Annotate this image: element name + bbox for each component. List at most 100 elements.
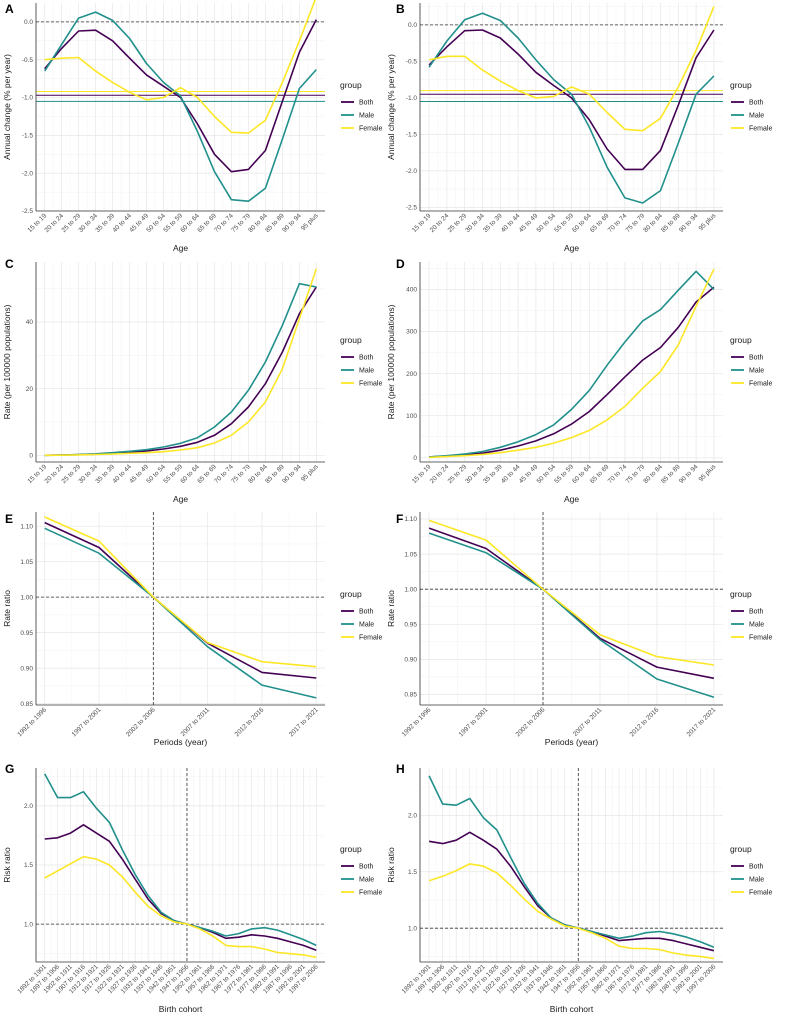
y-tick-label: -2.0 <box>22 170 34 177</box>
legend-title: group <box>340 844 362 854</box>
y-tick-label: 1.00 <box>20 594 33 601</box>
y-axis-title: Rate (per 100000 populations) <box>386 304 396 419</box>
legend: group Both Male Female <box>340 844 382 897</box>
y-tick-label: -1.5 <box>22 133 34 140</box>
x-axis-title: Birth cohort <box>159 1004 203 1014</box>
y-tick-label: -1.0 <box>406 95 418 102</box>
y-tick-label: -0.5 <box>406 59 418 66</box>
legend-title: group <box>340 335 362 345</box>
legend-label-female: Female <box>359 890 382 897</box>
x-axis-title: Age <box>173 243 188 253</box>
x-axis-title: Age <box>564 494 579 504</box>
legend-label-female: Female <box>749 381 772 388</box>
y-tick-label: 20 <box>26 386 34 393</box>
legend-label-male: Male <box>749 113 764 120</box>
series-line-female <box>428 6 715 132</box>
legend-label-male: Male <box>359 368 374 375</box>
x-axis-title: Periods (year) <box>154 737 208 747</box>
series-line-female <box>429 268 715 459</box>
x-tick-label: 90 to 94 <box>281 212 303 234</box>
panel-label: D <box>396 257 405 271</box>
legend-label-male: Male <box>359 622 374 629</box>
x-tick-label: 1992 to 1996 <box>401 706 433 738</box>
series-line-male <box>428 12 715 204</box>
y-tick-label: 2.0 <box>24 803 33 810</box>
y-tick-label: 1.00 <box>404 586 417 593</box>
legend-label-both: Both <box>749 609 764 616</box>
x-tick-label: 90 to 94 <box>281 463 303 485</box>
y-tick-label: 1.0 <box>24 921 33 928</box>
y-axis-title: Rate ratio <box>2 590 12 627</box>
panel-label: E <box>5 512 13 526</box>
y-tick-label: 200 <box>406 371 417 378</box>
x-tick-label: 2007 to 2011 <box>180 706 212 738</box>
x-tick-label: 2002 to 2006 <box>515 706 547 738</box>
x-tick-label: 2012 to 2016 <box>629 706 661 738</box>
legend-label-both: Both <box>359 609 374 616</box>
legend-label-both: Both <box>359 864 374 871</box>
x-tick-label: 95 plus <box>698 463 718 483</box>
y-tick-label: 0.90 <box>404 657 417 664</box>
y-axis-title: Risk ratio <box>2 847 12 883</box>
series-line-male <box>428 532 715 699</box>
y-tick-label: -2.5 <box>22 208 34 215</box>
y-tick-label: 100 <box>406 413 417 420</box>
legend: group Both Male Female <box>730 80 772 133</box>
legend-title: group <box>730 335 752 345</box>
series-line-male <box>44 11 317 202</box>
legend: group Both Male Female <box>730 335 772 388</box>
y-axis-title: Risk ratio <box>386 847 396 883</box>
legend-label-male: Male <box>749 622 764 629</box>
legend-label-both: Both <box>749 864 764 871</box>
panel-e: 0.85 0.90 0.95 1.00 1.05 1.10 1992 to 1996 1997… <box>2 512 382 747</box>
x-tick-label: 95 plus <box>300 463 320 483</box>
y-tick-label: 1.10 <box>404 516 417 523</box>
y-tick-label: 0.85 <box>404 692 417 699</box>
series-line-female <box>44 0 316 134</box>
legend-label-female: Female <box>749 890 772 897</box>
legend: group Both Male Female <box>730 589 772 642</box>
y-axis-title: Rate ratio <box>386 590 396 627</box>
y-tick-label: -1.5 <box>406 132 418 139</box>
series-line-both <box>428 29 715 171</box>
y-tick-label: -1.0 <box>22 95 34 102</box>
series-line-both <box>429 286 715 458</box>
y-tick-label: 0.0 <box>408 22 417 29</box>
y-tick-label: -0.5 <box>22 57 34 64</box>
x-tick-label: 90 to 94 <box>678 212 700 234</box>
x-tick-label: 1992 to 1996 <box>16 706 48 738</box>
x-tick-label: 2017 to 2021 <box>686 706 718 738</box>
y-axis-title: Rate (per 100000 populations) <box>2 304 12 419</box>
series-line-female <box>428 863 715 960</box>
x-axis-title: Age <box>173 494 188 504</box>
panel-label: G <box>5 762 14 776</box>
legend-label-male: Male <box>749 368 764 375</box>
legend-title: group <box>730 589 752 599</box>
series-line-female <box>44 516 317 668</box>
legend: group Both Male Female <box>340 335 382 388</box>
y-tick-label: 0.95 <box>20 630 33 637</box>
y-tick-label: 1.0 <box>408 925 417 932</box>
y-tick-label: 0.85 <box>20 701 33 708</box>
y-tick-label: 1.10 <box>20 523 33 530</box>
y-tick-label: 1.5 <box>24 862 33 869</box>
legend-label-female: Female <box>359 126 382 133</box>
y-axis-title: Annual change (% per year) <box>386 54 396 160</box>
legend-title: group <box>730 844 752 854</box>
legend-title: group <box>730 80 752 90</box>
x-tick-label: 1997 to 2001 <box>458 706 490 738</box>
y-tick-label: 2.0 <box>408 813 417 820</box>
series-line-male <box>429 270 715 458</box>
legend-label-female: Female <box>749 126 772 133</box>
y-tick-label: 0.95 <box>404 621 417 628</box>
legend-label-male: Male <box>749 877 764 884</box>
legend-label-female: Female <box>359 381 382 388</box>
x-tick-label: 2012 to 2016 <box>234 706 266 738</box>
series-line-female <box>44 855 317 959</box>
legend-title: group <box>340 589 362 599</box>
y-tick-label: 300 <box>406 329 417 336</box>
